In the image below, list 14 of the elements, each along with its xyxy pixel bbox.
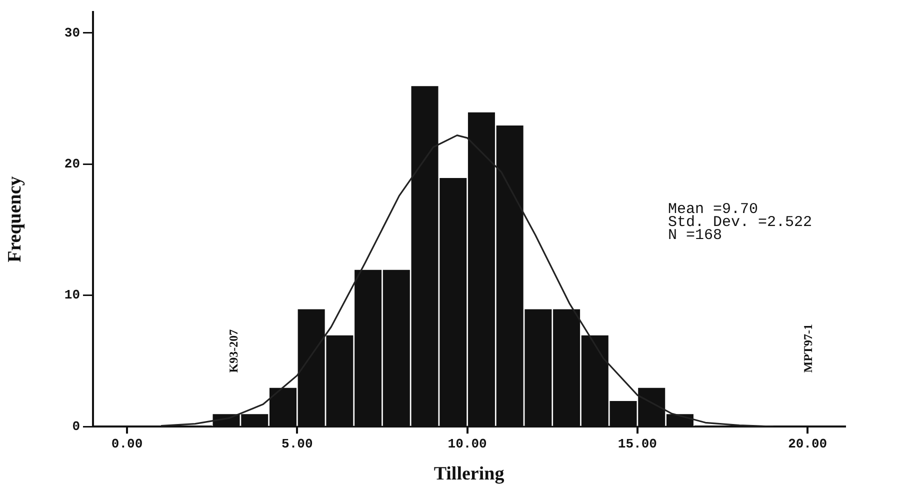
- annotation: MPT97-1: [801, 324, 816, 373]
- x-tick-label: 5.00: [282, 436, 313, 452]
- annotation: N =168: [668, 227, 722, 244]
- annotation: K93-207: [226, 329, 241, 373]
- x-tick-label: 0.00: [111, 436, 143, 452]
- y-axis-title: Frequency: [4, 176, 26, 262]
- y-tick-label: 20: [64, 156, 80, 172]
- y-tick-label: 10: [64, 288, 80, 303]
- y-tick-label: 0: [72, 418, 80, 434]
- x-axis-title: Tillering: [434, 464, 505, 485]
- x-tick-label: 15.00: [618, 436, 658, 452]
- y-tick-label: 30: [64, 25, 80, 40]
- x-tick-label: 10.00: [448, 436, 487, 452]
- x-tick-label: 20.00: [788, 436, 828, 452]
